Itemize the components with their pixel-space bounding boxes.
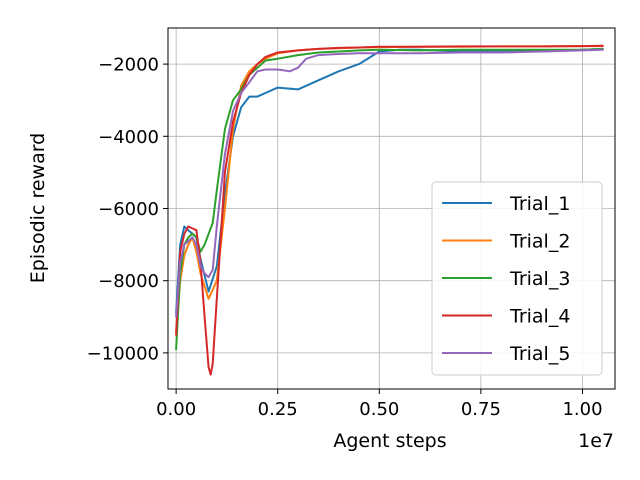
legend-entries: Trial_1 Trial_2 Trial_3 Trial_4 Trial_5 (442, 193, 570, 365)
y-tick-label: −6000 (98, 199, 159, 220)
legend-box (431, 181, 603, 376)
legend-label: Trial_2 (509, 231, 570, 253)
x-axis: 0.00 0.25 0.50 0.75 1.00 (156, 389, 603, 420)
legend-label: Trial_1 (509, 193, 570, 215)
y-tick-label: −2000 (98, 55, 159, 76)
y-axis-label: Episodic reward (27, 133, 49, 284)
x-tick-label: 0.25 (258, 399, 298, 420)
legend: Trial_1 Trial_2 Trial_3 Trial_4 Trial_5 (431, 181, 603, 376)
legend-label: Trial_4 (509, 306, 570, 328)
x-tick-label: 0.75 (461, 399, 501, 420)
x-axis-label: Agent steps (333, 430, 446, 452)
x-tick-label: 1.00 (562, 399, 602, 420)
x-axis-offset-label: 1e7 (578, 430, 614, 452)
series-line-trial-5 (175, 48, 604, 318)
y-tick-label: −4000 (98, 127, 159, 148)
legend-label: Trial_5 (509, 343, 570, 365)
x-tick-label: 0.50 (359, 399, 399, 420)
x-tick-label: 0.00 (156, 399, 196, 420)
y-tick-label: −8000 (98, 271, 159, 292)
legend-label: Trial_3 (509, 268, 570, 290)
y-tick-label: −10000 (87, 343, 159, 364)
y-axis: −2000 −4000 −6000 −8000 −10000 (87, 55, 168, 364)
series-group (175, 44, 604, 376)
